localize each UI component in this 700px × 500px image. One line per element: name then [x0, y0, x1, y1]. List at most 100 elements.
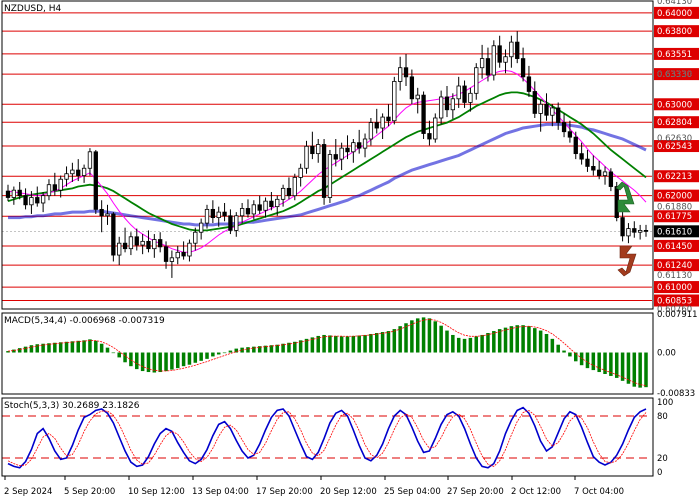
macd-bar — [568, 352, 572, 357]
macd-bar — [158, 352, 162, 373]
macd-bar — [88, 339, 92, 353]
macd-panel — [6, 317, 648, 388]
candle-body — [163, 246, 169, 262]
macd-bar — [328, 335, 332, 353]
macd-bar — [316, 335, 320, 353]
price-tick-label: 0.61130 — [657, 271, 692, 281]
candle-body — [210, 208, 216, 219]
candle-body — [93, 151, 98, 210]
stoch-tick-label: 20 — [657, 454, 668, 464]
candle-body — [573, 136, 578, 155]
macd-bar — [614, 352, 619, 378]
macd-bar — [579, 352, 584, 366]
candle-body — [450, 98, 456, 111]
candle-body — [35, 197, 40, 204]
current-price-label: 0.61610 — [657, 227, 692, 237]
candle-body — [415, 94, 420, 100]
candle-body — [234, 215, 239, 231]
macd-bar — [492, 331, 496, 353]
level-label: 0.62213 — [657, 172, 692, 182]
price-tick-label: 0.62630 — [657, 134, 692, 144]
x-tick-label: 2 Sep 2024 — [4, 487, 52, 497]
candle-body — [503, 56, 508, 63]
candle-body — [64, 173, 69, 180]
candle-body — [228, 215, 233, 231]
price-tick-label: 0.61880 — [657, 203, 692, 213]
macd-bar — [374, 333, 379, 353]
macd-bar — [515, 325, 519, 353]
x-tick-label: 25 Sep 04:00 — [384, 487, 441, 497]
candle-body — [339, 147, 344, 160]
candle-body — [111, 213, 116, 256]
candle-body — [544, 103, 549, 116]
macd-bar — [562, 350, 566, 353]
candle-body — [438, 96, 444, 119]
macd-bar — [433, 321, 438, 353]
macd-bar — [497, 329, 502, 353]
candle-body — [532, 91, 537, 114]
candle-body — [181, 251, 186, 257]
main-title: NZDUSD, H4 — [4, 4, 62, 14]
stoch-line-0 — [7, 406, 647, 469]
macd-bar — [293, 341, 297, 353]
macd-bar — [538, 330, 543, 353]
ma-line-0 — [8, 122, 647, 227]
macd-bar — [509, 326, 514, 353]
candle-body — [456, 85, 461, 100]
macd-bar — [345, 336, 350, 353]
macd-bar — [175, 352, 180, 369]
macd-bar — [35, 344, 40, 353]
macd-bar — [240, 347, 244, 353]
candle-body — [175, 251, 180, 259]
candle-body — [398, 67, 403, 82]
macd-bar — [252, 346, 256, 353]
macd-bar — [193, 352, 198, 363]
axis-labels: 0.64000 0.63800 0.63551 0.63330 0.63000 0.628… — [4, 0, 699, 497]
level-label: 0.62804 — [657, 118, 692, 128]
candle-body — [515, 41, 520, 59]
macd-bar — [298, 340, 303, 353]
macd-bar — [369, 333, 373, 353]
candle-body — [275, 198, 280, 208]
level-label-bg — [654, 239, 699, 252]
macd-bar — [439, 325, 443, 353]
x-tick-label: 27 Sep 20:00 — [447, 487, 504, 497]
candle-body — [198, 222, 204, 233]
candle-body — [40, 195, 46, 204]
stoch-tick-label: 100 — [657, 398, 673, 408]
macd-bar — [339, 336, 344, 353]
macd-bar — [644, 352, 648, 388]
macd-bar — [12, 349, 16, 353]
level-label-bg — [654, 47, 699, 60]
candle-body — [87, 151, 93, 169]
x-tick-label: 7 Oct 04:00 — [574, 487, 624, 497]
candle-body — [374, 122, 379, 129]
candle-body — [362, 138, 368, 149]
macd-bar — [199, 352, 203, 361]
macd-bar — [427, 318, 432, 353]
candle-body — [292, 176, 297, 197]
candle-body — [491, 45, 496, 76]
panel-frame-2 — [1, 397, 654, 477]
macd-bar — [181, 352, 186, 367]
macd-bar — [486, 333, 490, 353]
x-tick-label: 5 Sep 20:00 — [64, 487, 115, 497]
level-label-bg — [654, 281, 699, 294]
macd-bar — [234, 348, 239, 353]
macd-bar — [152, 352, 157, 373]
candle-body — [468, 92, 473, 103]
candle-body — [298, 167, 303, 178]
candle-body — [351, 142, 356, 153]
candle-body — [17, 189, 22, 197]
stoch-tick-label: 80 — [657, 412, 668, 422]
candle-body — [58, 178, 63, 191]
candle-body — [327, 154, 333, 198]
macd-bar — [322, 334, 326, 353]
candle-body — [122, 242, 128, 250]
macd-bar — [456, 337, 461, 353]
candle-body — [550, 107, 555, 116]
x-tick-label: 17 Sep 20:00 — [256, 487, 313, 497]
candle-body — [81, 167, 87, 176]
candle-body — [152, 239, 157, 250]
